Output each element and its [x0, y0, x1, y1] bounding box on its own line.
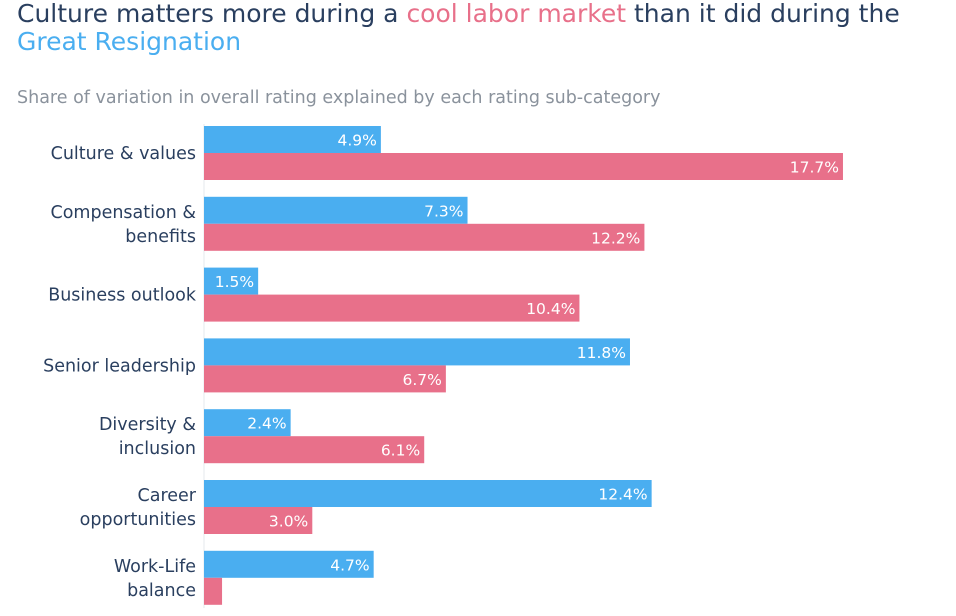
bar-great-resignation: [204, 267, 259, 295]
category-label: Diversity &: [99, 415, 196, 435]
bar-cool-labor-market: [204, 294, 580, 322]
category-label: benefits: [125, 227, 196, 247]
category-label: Work-Life: [114, 557, 196, 577]
bar-great-resignation: [204, 550, 374, 578]
category-label: Compensation &: [50, 203, 196, 223]
bar-value-label: 3.0%: [269, 513, 308, 531]
bar-cool-labor-market: [204, 153, 843, 180]
bar-value-label: 12.2%: [591, 229, 640, 247]
category-label: Culture & values: [51, 144, 196, 164]
bar-value-label: 4.9%: [337, 132, 376, 150]
bar-value-label: 12.4%: [598, 486, 647, 504]
bar-value-label: 11.8%: [577, 344, 626, 362]
bar-value-label: 4.7%: [330, 556, 369, 574]
bar-cool-labor-market: [204, 223, 645, 251]
chart-subtitle: Share of variation in overall rating exp…: [17, 88, 661, 108]
bar-great-resignation: [204, 126, 381, 153]
category-label: Career: [138, 486, 197, 506]
bar-great-resignation: [204, 409, 291, 437]
bar-value-label: 6.7%: [402, 371, 441, 389]
bar-value-label: 17.7%: [790, 159, 839, 177]
title-part-1: Culture matters more during a: [17, 0, 407, 28]
bar-great-resignation: [204, 338, 630, 366]
bar-value-label: 2.4%: [247, 415, 286, 433]
bar-value-label: 1.5%: [215, 273, 254, 291]
category-label: Business outlook: [48, 286, 197, 306]
title-part-2: than it did during the: [626, 0, 900, 28]
category-label: balance: [127, 581, 196, 601]
bar-great-resignation: [204, 196, 468, 224]
bar-cool-labor-market: [204, 577, 223, 605]
bar-value-label: 6.1%: [381, 442, 420, 460]
bar-great-resignation: [204, 480, 652, 507]
title-highlight-cool-labor-market: cool labor market: [406, 0, 627, 28]
category-label: opportunities: [80, 510, 196, 530]
bar-value-label: 10.4%: [526, 300, 575, 318]
chart-title: Culture matters more during a cool labor…: [17, 0, 947, 56]
bar-value-label: 7.3%: [424, 202, 463, 220]
bar-cool-labor-market: [204, 436, 425, 464]
category-label: Senior leadership: [43, 356, 196, 376]
category-label: inclusion: [119, 439, 196, 459]
bar-cool-labor-market: [204, 507, 313, 534]
title-highlight-great-resignation: Great Resignation: [17, 27, 242, 56]
bar-cool-labor-market: [204, 365, 446, 393]
